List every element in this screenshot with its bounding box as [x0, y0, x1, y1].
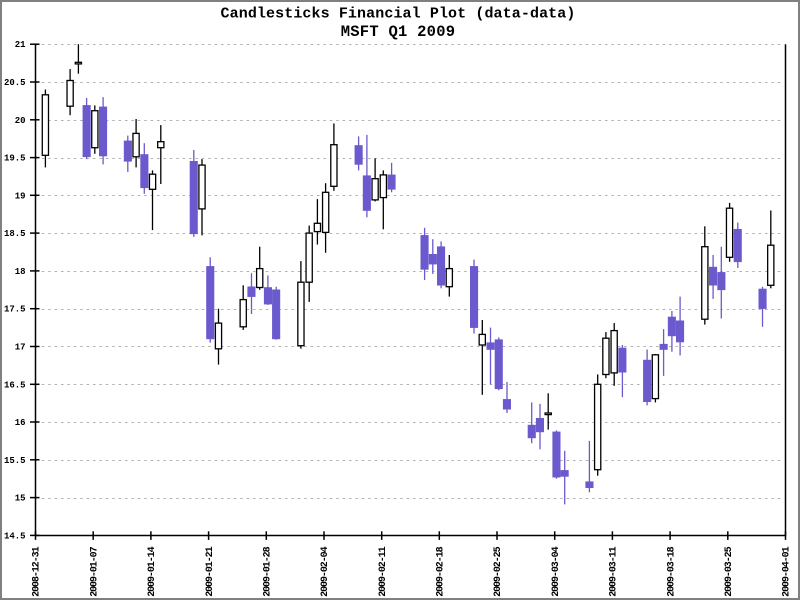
svg-text:2009-03-25: 2009-03-25 — [724, 546, 735, 596]
svg-text:21: 21 — [15, 40, 26, 50]
svg-text:17.5: 17.5 — [4, 305, 26, 315]
svg-text:19: 19 — [15, 191, 26, 201]
svg-text:2008-12-31: 2008-12-31 — [32, 546, 43, 596]
svg-text:18: 18 — [15, 267, 26, 277]
svg-text:17: 17 — [15, 343, 26, 353]
svg-text:15: 15 — [15, 494, 26, 504]
svg-text:2009-02-25: 2009-02-25 — [493, 546, 504, 596]
svg-text:20.5: 20.5 — [4, 78, 26, 88]
svg-text:2009-03-18: 2009-03-18 — [666, 546, 677, 596]
svg-text:MSFT Q1 2009: MSFT Q1 2009 — [341, 23, 456, 41]
svg-text:2009-02-18: 2009-02-18 — [436, 546, 447, 596]
svg-text:2009-02-04: 2009-02-04 — [320, 546, 331, 596]
svg-text:20: 20 — [15, 116, 26, 126]
svg-text:19.5: 19.5 — [4, 154, 26, 164]
svg-text:16: 16 — [15, 418, 26, 428]
svg-text:2009-03-11: 2009-03-11 — [609, 546, 620, 596]
svg-text:15.5: 15.5 — [4, 456, 26, 466]
svg-text:2009-01-28: 2009-01-28 — [263, 546, 274, 596]
svg-text:14.5: 14.5 — [4, 531, 26, 541]
svg-text:2009-03-04: 2009-03-04 — [551, 546, 562, 596]
svg-text:2009-01-14: 2009-01-14 — [147, 546, 158, 596]
svg-text:2009-04-01: 2009-04-01 — [782, 546, 793, 596]
svg-text:Candlesticks Financial Plot (d: Candlesticks Financial Plot (data-data) — [221, 6, 576, 23]
svg-text:2009-02-11: 2009-02-11 — [378, 546, 389, 596]
svg-text:2009-01-07: 2009-01-07 — [89, 546, 100, 596]
svg-text:2009-01-21: 2009-01-21 — [205, 546, 216, 596]
svg-text:18.5: 18.5 — [4, 229, 26, 239]
svg-text:16.5: 16.5 — [4, 380, 26, 390]
